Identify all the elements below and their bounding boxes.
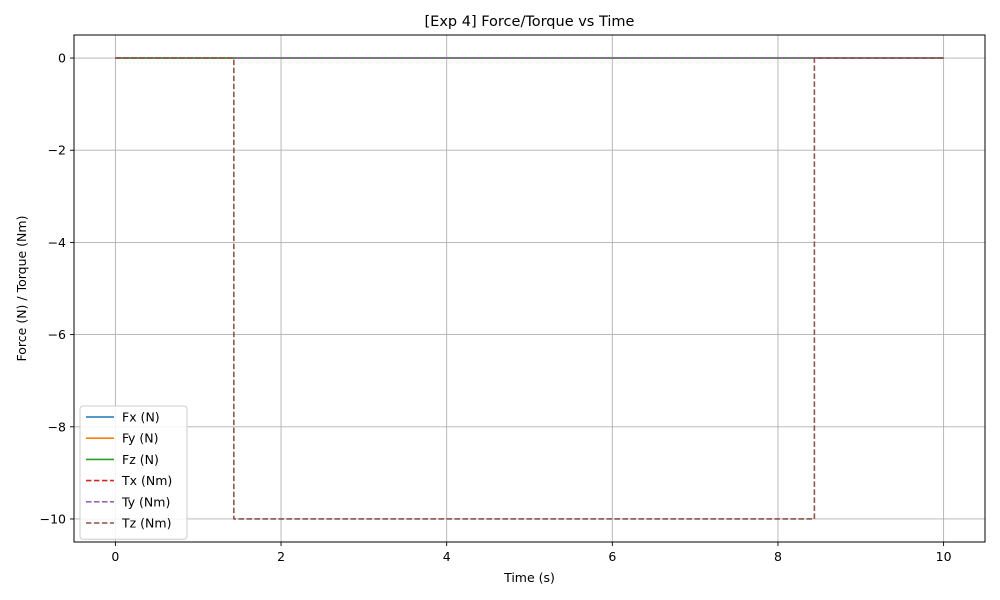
x-tick-label: 2 [277, 549, 285, 564]
chart-title: [Exp 4] Force/Torque vs Time [425, 14, 635, 30]
ticks: 0 2 4 6 8 10 0 −2 −4 −6 −8 −10 [40, 51, 952, 564]
legend-label: Fx (N) [122, 410, 160, 425]
x-tick-label: 8 [774, 549, 782, 564]
y-tick-label: 0 [58, 51, 66, 66]
legend-label: Fy (N) [122, 431, 159, 446]
legend-box [79, 405, 188, 540]
legend-label: Fz (N) [122, 452, 159, 467]
y-axis-label: Force (N) / Torque (Nm) [14, 216, 29, 362]
x-tick-label: 10 [936, 549, 952, 564]
x-axis-label: Time (s) [503, 570, 555, 585]
legend-label: Tz (Nm) [121, 516, 171, 531]
x-tick-label: 4 [443, 549, 451, 564]
y-tick-label: −2 [48, 143, 66, 158]
legend: Fx (N) Fy (N) Fz (N) Tx (Nm) Ty (Nm) Tz (Nm) [79, 405, 188, 540]
x-tick-label: 0 [111, 549, 119, 564]
plot-frame [73, 34, 986, 543]
legend-label: Ty (Nm) [121, 494, 170, 509]
y-tick-label: −10 [40, 511, 66, 526]
y-tick-label: −6 [48, 327, 66, 342]
y-tick-label: −8 [48, 419, 66, 434]
y-tick-label: −4 [48, 235, 66, 250]
legend-label: Tx (Nm) [121, 473, 172, 488]
series-line-tz-nm [115, 57, 944, 520]
series-layer [115, 57, 944, 520]
plot-area [74, 35, 985, 542]
x-tick-label: 6 [608, 549, 616, 564]
